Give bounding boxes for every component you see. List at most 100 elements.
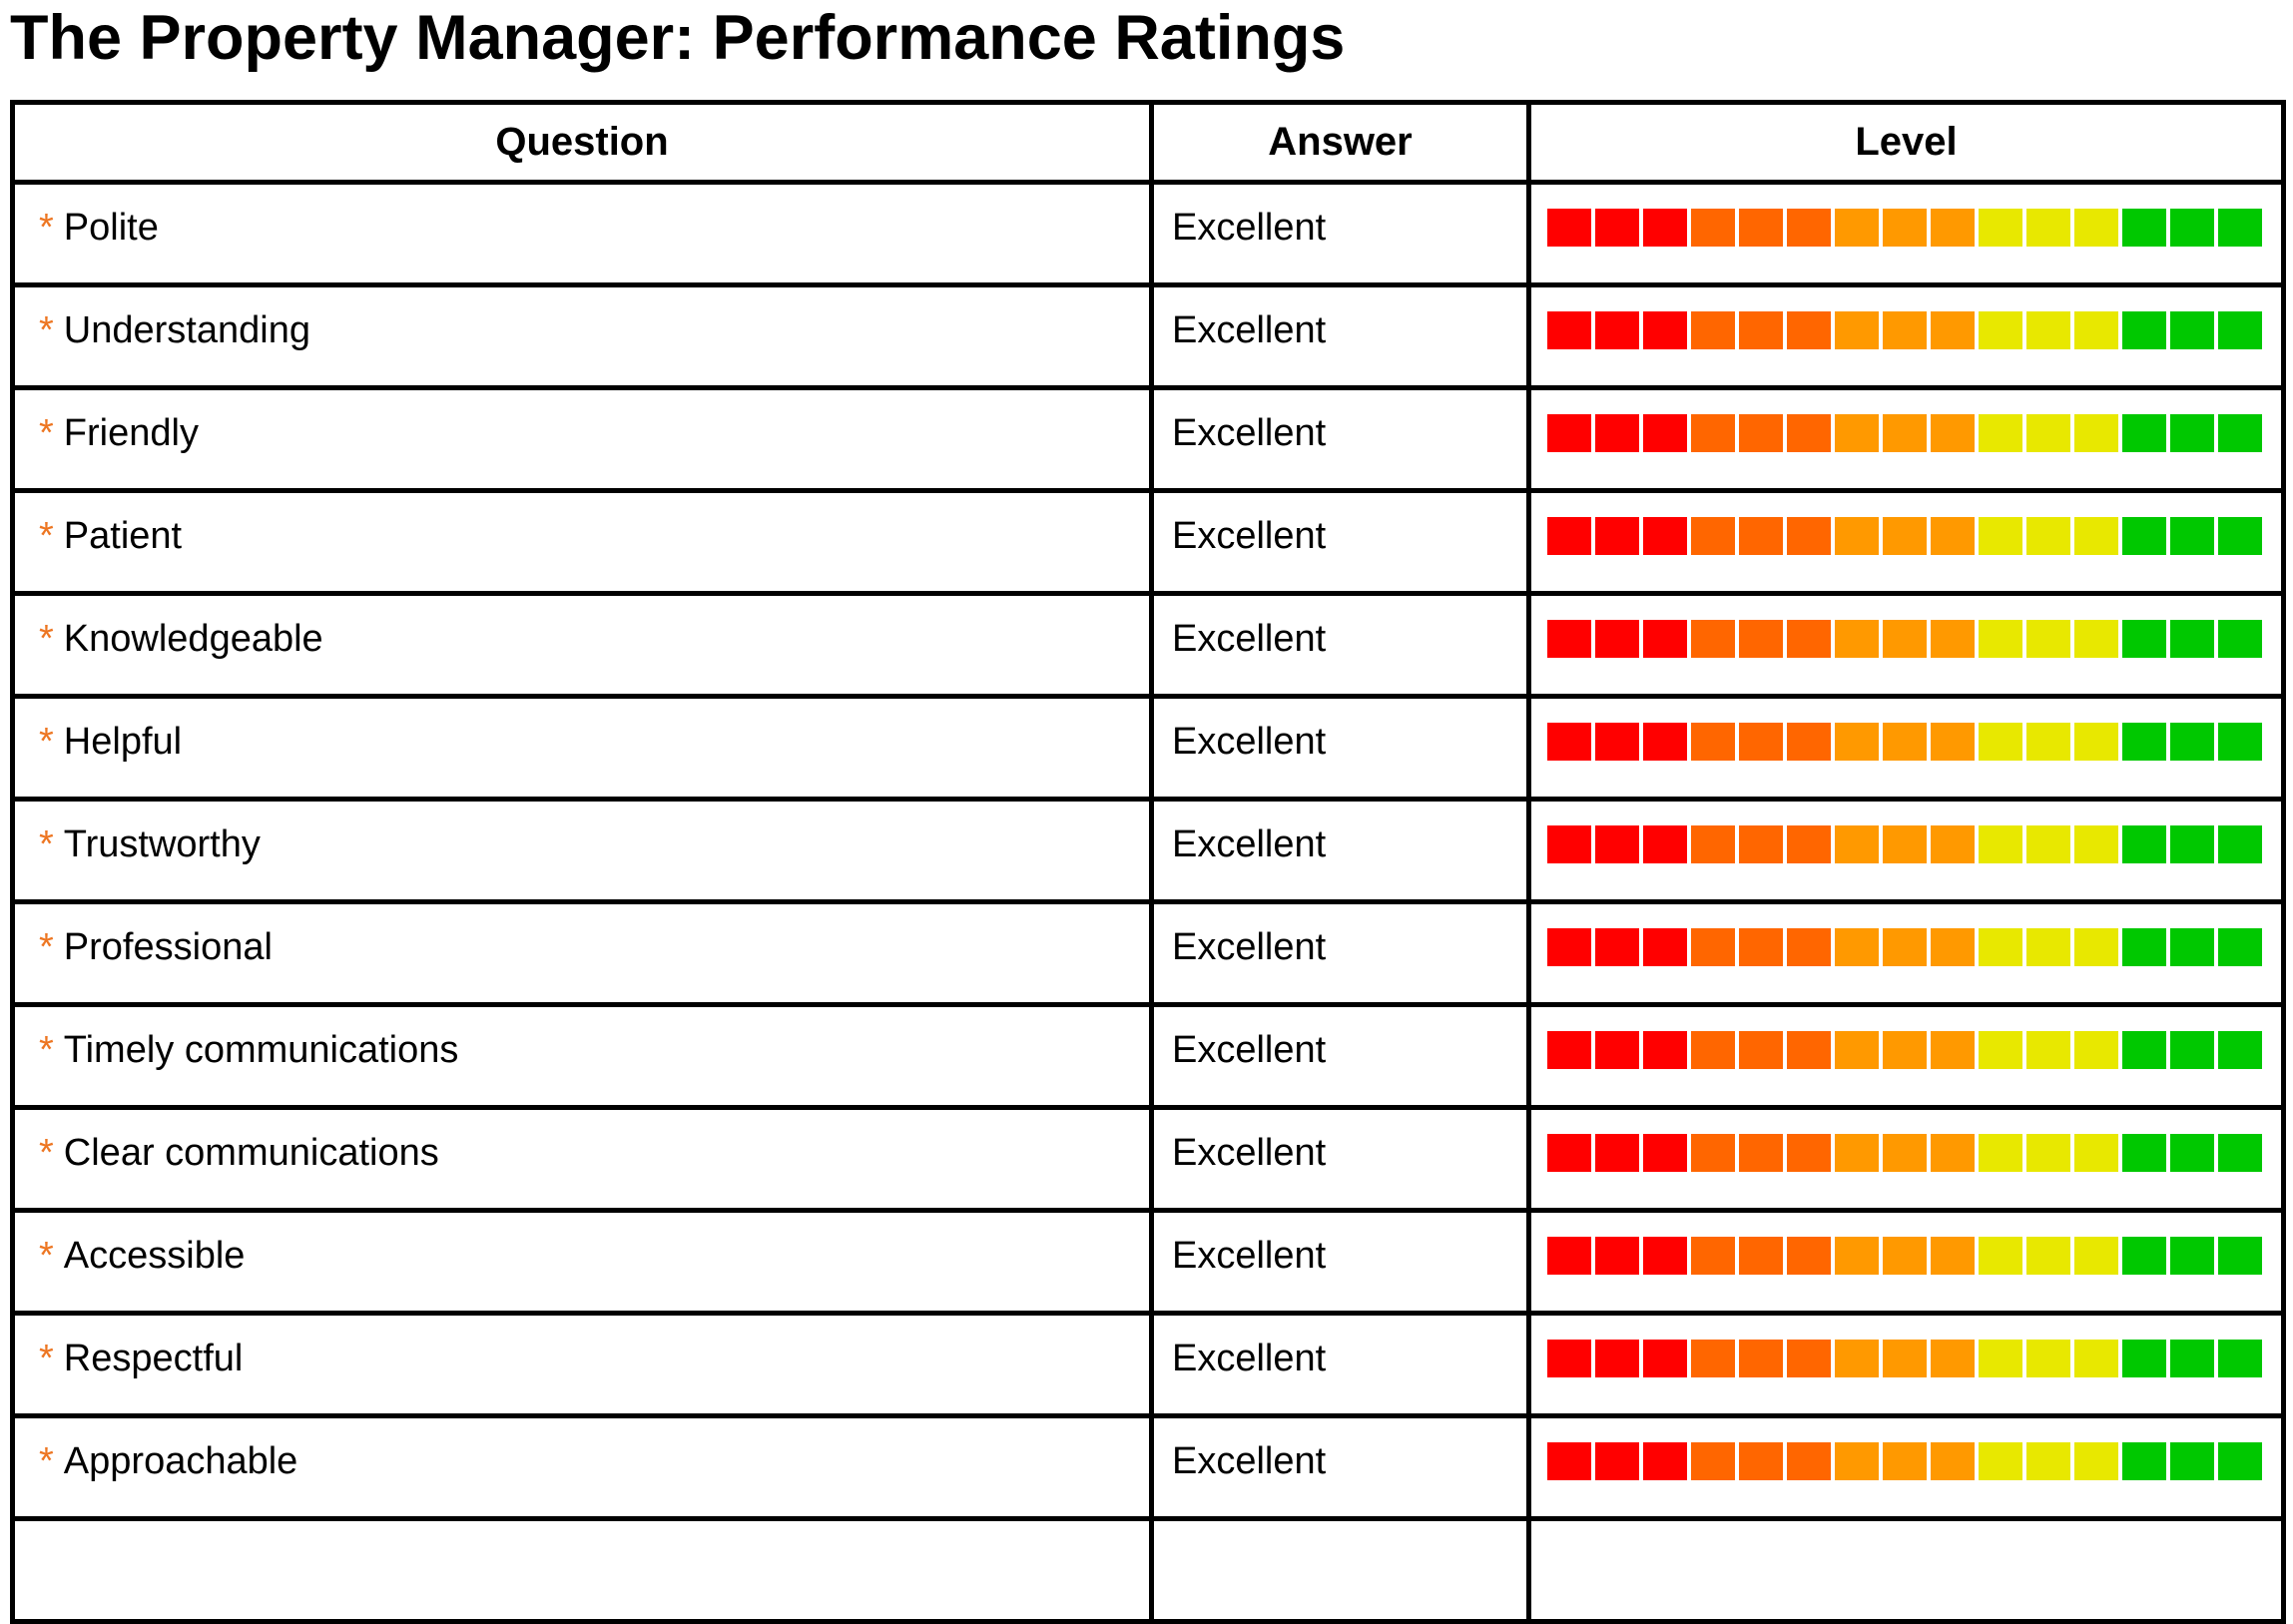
question-cell: * Accessible (10, 1208, 1154, 1316)
level-segment (2218, 620, 2262, 658)
level-segment (1595, 414, 1639, 452)
level-segment (1739, 1031, 1783, 1069)
level-segment (1787, 311, 1831, 349)
table-row: * Accessible Excellent (10, 1208, 2286, 1316)
level-segment (2074, 928, 2118, 966)
answer-cell: Excellent (1149, 1002, 1531, 1110)
level-segment (1979, 825, 2022, 863)
level-segment (1931, 928, 1975, 966)
level-cell (1526, 488, 2286, 596)
level-segment (1595, 311, 1639, 349)
level-segment (2026, 1031, 2070, 1069)
level-segment (2074, 1134, 2118, 1172)
level-cell (1526, 180, 2286, 287)
ratings-table: Question Answer Level * Polite Excellent … (10, 100, 2286, 1624)
level-segment (1547, 620, 1591, 658)
required-asterisk: * (39, 822, 54, 865)
table-row: * Helpful Excellent (10, 694, 2286, 802)
required-asterisk: * (39, 1439, 54, 1482)
level-segment (1883, 517, 1927, 555)
level-segment (1547, 1340, 1591, 1377)
question-label: Timely communications (63, 1028, 459, 1071)
level-segment (1643, 723, 1687, 761)
question-label: Patient (63, 514, 183, 557)
table-body: * Polite Excellent * Understanding Excelle… (10, 180, 2286, 1624)
level-segment (1883, 1442, 1927, 1480)
answer-value: Excellent (1172, 1131, 1327, 1174)
answer-cell: Excellent (1149, 591, 1531, 699)
level-segment (2218, 414, 2262, 452)
level-segment (2026, 414, 2070, 452)
required-asterisk: * (39, 206, 54, 249)
level-segment (1691, 311, 1735, 349)
level-bar (1547, 311, 2279, 349)
level-cell (1526, 797, 2286, 904)
answer-cell: Excellent (1149, 1311, 1531, 1418)
level-segment (1835, 1134, 1879, 1172)
level-segment (1931, 517, 1975, 555)
level-segment (1691, 723, 1735, 761)
level-segment (1931, 825, 1975, 863)
level-segment (1595, 1442, 1639, 1480)
level-bar (1547, 723, 2279, 761)
level-segment (2026, 1134, 2070, 1172)
level-segment (1739, 723, 1783, 761)
table-row: * Approachable Excellent (10, 1413, 2286, 1521)
level-segment (1931, 723, 1975, 761)
level-segment (1643, 1237, 1687, 1275)
level-segment (2122, 1134, 2166, 1172)
level-cell (1526, 385, 2286, 493)
required-asterisk: * (39, 720, 54, 763)
level-segment (2218, 311, 2262, 349)
required-asterisk: * (39, 617, 54, 660)
level-segment (1931, 1031, 1975, 1069)
level-segment (2170, 825, 2214, 863)
level-segment (1931, 414, 1975, 452)
level-segment (1931, 209, 1975, 247)
level-segment (1787, 928, 1831, 966)
level-segment (1883, 1237, 1927, 1275)
level-segment (2122, 1031, 2166, 1069)
level-segment (1787, 1237, 1831, 1275)
level-segment (1835, 928, 1879, 966)
level-segment (2074, 1340, 2118, 1377)
level-segment (2026, 517, 2070, 555)
level-segment (1691, 825, 1735, 863)
level-segment (2122, 414, 2166, 452)
level-bar (1547, 414, 2279, 452)
level-segment (1595, 928, 1639, 966)
question-label: Helpful (63, 720, 183, 763)
level-segment (1691, 1442, 1735, 1480)
level-segment (1691, 1031, 1735, 1069)
level-segment (1883, 414, 1927, 452)
level-segment (2170, 1442, 2214, 1480)
level-segment (1979, 1442, 2022, 1480)
level-segment (1787, 1340, 1831, 1377)
level-segment (1643, 1134, 1687, 1172)
question-label: Friendly (63, 411, 199, 454)
level-segment (2074, 1442, 2118, 1480)
level-bar (1547, 1340, 2279, 1377)
level-segment (1787, 1134, 1831, 1172)
level-segment (2170, 620, 2214, 658)
level-segment (1979, 311, 2022, 349)
question-cell: * Patient (10, 488, 1154, 596)
level-segment (2218, 1031, 2262, 1069)
level-bar (1547, 1031, 2279, 1069)
level-segment (1595, 1340, 1639, 1377)
level-segment (2074, 620, 2118, 658)
level-segment (1931, 1340, 1975, 1377)
level-segment (1547, 1237, 1591, 1275)
level-segment (1595, 825, 1639, 863)
level-bar (1547, 928, 2279, 966)
required-asterisk: * (39, 514, 54, 557)
required-asterisk: * (39, 1234, 54, 1277)
level-segment (1547, 825, 1591, 863)
level-segment (2074, 517, 2118, 555)
level-segment (1643, 825, 1687, 863)
level-segment (1883, 1031, 1927, 1069)
level-segment (2026, 825, 2070, 863)
level-segment (1739, 414, 1783, 452)
level-segment (2026, 209, 2070, 247)
level-segment (1547, 311, 1591, 349)
